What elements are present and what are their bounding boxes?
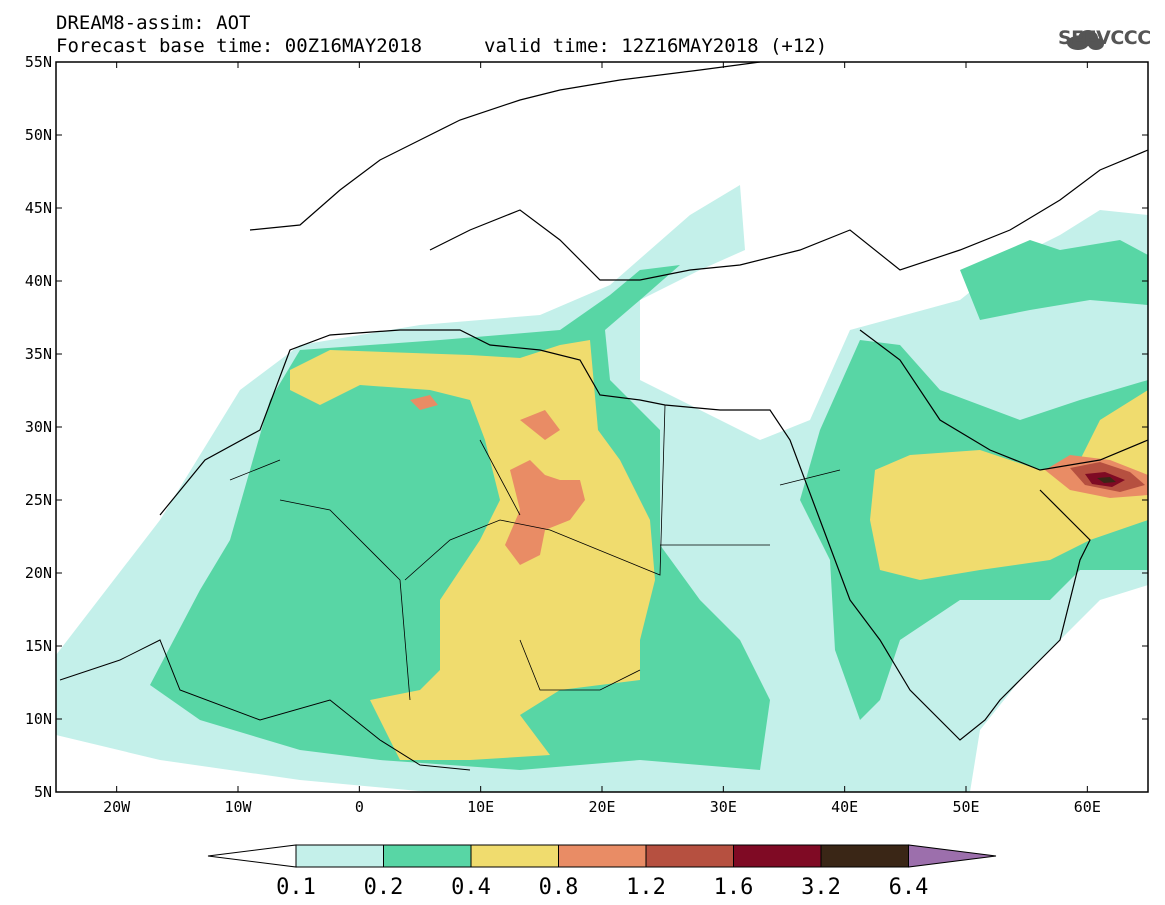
lon-label: 20W	[103, 798, 131, 816]
lat-label: 50N	[25, 126, 52, 144]
colorbar-label: 0.1	[276, 875, 316, 900]
lon-label: 30E	[710, 798, 737, 816]
lat-label: 40N	[25, 272, 52, 290]
colorbar-labels: 0.1 0.2 0.4 0.8 1.2 1.6 3.2 6.4	[276, 875, 928, 900]
aot-field	[56, 62, 1148, 792]
lon-label: 50E	[952, 798, 979, 816]
colorbar-label: 1.6	[714, 875, 754, 900]
lat-label: 35N	[25, 345, 52, 363]
colorbar-label: 1.2	[626, 875, 666, 900]
lat-label: 10N	[25, 710, 52, 728]
lat-label: 45N	[25, 199, 52, 217]
colorbar-label: 6.4	[889, 875, 929, 900]
lat-label: 25N	[25, 491, 52, 509]
colorbar-box	[820, 844, 909, 868]
colorbar	[207, 844, 997, 868]
colorbar-box	[295, 844, 384, 868]
colorbar-label: 3.2	[801, 875, 841, 900]
lon-label: 0	[355, 798, 364, 816]
lat-label: 20N	[25, 564, 52, 582]
lat-label: 55N	[25, 53, 52, 71]
colorbar-box	[558, 844, 647, 868]
colorbar-box	[645, 844, 734, 868]
colorbar-label: 0.4	[451, 875, 491, 900]
forecast-base-time: Forecast base time: 00Z16MAY2018	[56, 35, 423, 57]
valid-time: valid time: 12Z16MAY2018 (+12)	[484, 35, 828, 57]
colorbar-label: 0.2	[364, 875, 404, 900]
colorbar-box	[470, 844, 559, 868]
longitude-labels: 20W 10W 0 10E 20E 30E 40E 50E 60E	[103, 798, 1101, 816]
colorbar-low-arrow	[207, 844, 297, 868]
lon-label: 10W	[224, 798, 252, 816]
cloud-logo-icon	[1067, 30, 1104, 50]
logo-text: SEEVCCC	[1058, 27, 1151, 49]
lon-label: 60E	[1074, 798, 1101, 816]
colorbar-high-arrow	[908, 844, 997, 868]
lon-label: 10E	[467, 798, 494, 816]
latitude-labels: 55N 50N 45N 40N 35N 30N 25N 20N 15N 10N 5N	[25, 53, 52, 801]
axis-ticks	[56, 61, 1148, 793]
map-title: DREAM8-assim: AOT	[56, 12, 251, 34]
colorbar-label: 0.8	[539, 875, 579, 900]
lat-label: 5N	[34, 783, 52, 801]
lon-label: 40E	[831, 798, 858, 816]
lon-label: 20E	[588, 798, 615, 816]
colorbar-box	[733, 844, 822, 868]
colorbar-box	[383, 844, 472, 868]
lat-label: 15N	[25, 637, 52, 655]
lat-label: 30N	[25, 418, 52, 436]
